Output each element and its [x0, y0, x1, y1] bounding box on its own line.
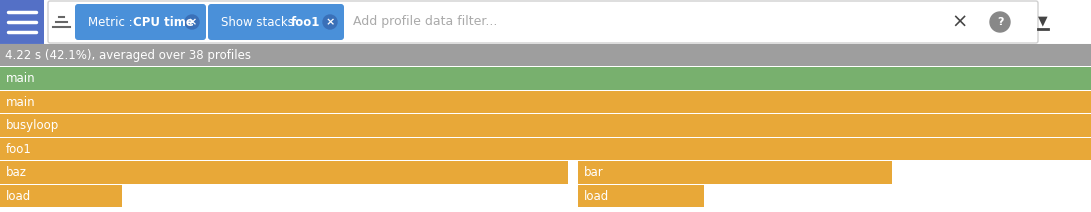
Bar: [578, 185, 704, 208]
Text: foo1: foo1: [5, 143, 32, 156]
Text: Metric :: Metric :: [88, 15, 136, 28]
Text: 4.22 s (42.1%), averaged over 38 profiles: 4.22 s (42.1%), averaged over 38 profile…: [5, 49, 251, 62]
Text: ×: ×: [325, 17, 335, 27]
Text: ×: ×: [951, 13, 968, 32]
Bar: [0, 91, 1091, 113]
Bar: [0, 67, 1091, 90]
Text: load: load: [584, 190, 609, 203]
Text: Add profile data filter...: Add profile data filter...: [353, 15, 497, 28]
Bar: [0, 138, 1091, 160]
Text: busyloop: busyloop: [5, 119, 59, 132]
Text: bar: bar: [584, 166, 603, 179]
FancyBboxPatch shape: [48, 1, 1038, 43]
Circle shape: [185, 15, 199, 29]
Circle shape: [323, 15, 337, 29]
Text: baz: baz: [5, 166, 26, 179]
Bar: [0, 185, 122, 208]
Bar: [0, 114, 1091, 137]
Text: Show stacks :: Show stacks :: [221, 15, 305, 28]
Text: foo1: foo1: [291, 15, 321, 28]
Text: main: main: [5, 96, 35, 109]
Text: ?: ?: [997, 17, 1004, 27]
Bar: [0, 162, 568, 184]
Circle shape: [990, 12, 1010, 32]
Text: ×: ×: [188, 17, 196, 27]
FancyBboxPatch shape: [208, 4, 344, 40]
Text: CPU time: CPU time: [133, 15, 194, 28]
Bar: [578, 162, 892, 184]
Text: load: load: [5, 190, 31, 203]
Bar: [0, 44, 1091, 67]
Bar: [0, 0, 44, 44]
FancyBboxPatch shape: [75, 4, 206, 40]
Text: main: main: [5, 72, 35, 85]
Text: ▼: ▼: [1039, 14, 1047, 28]
